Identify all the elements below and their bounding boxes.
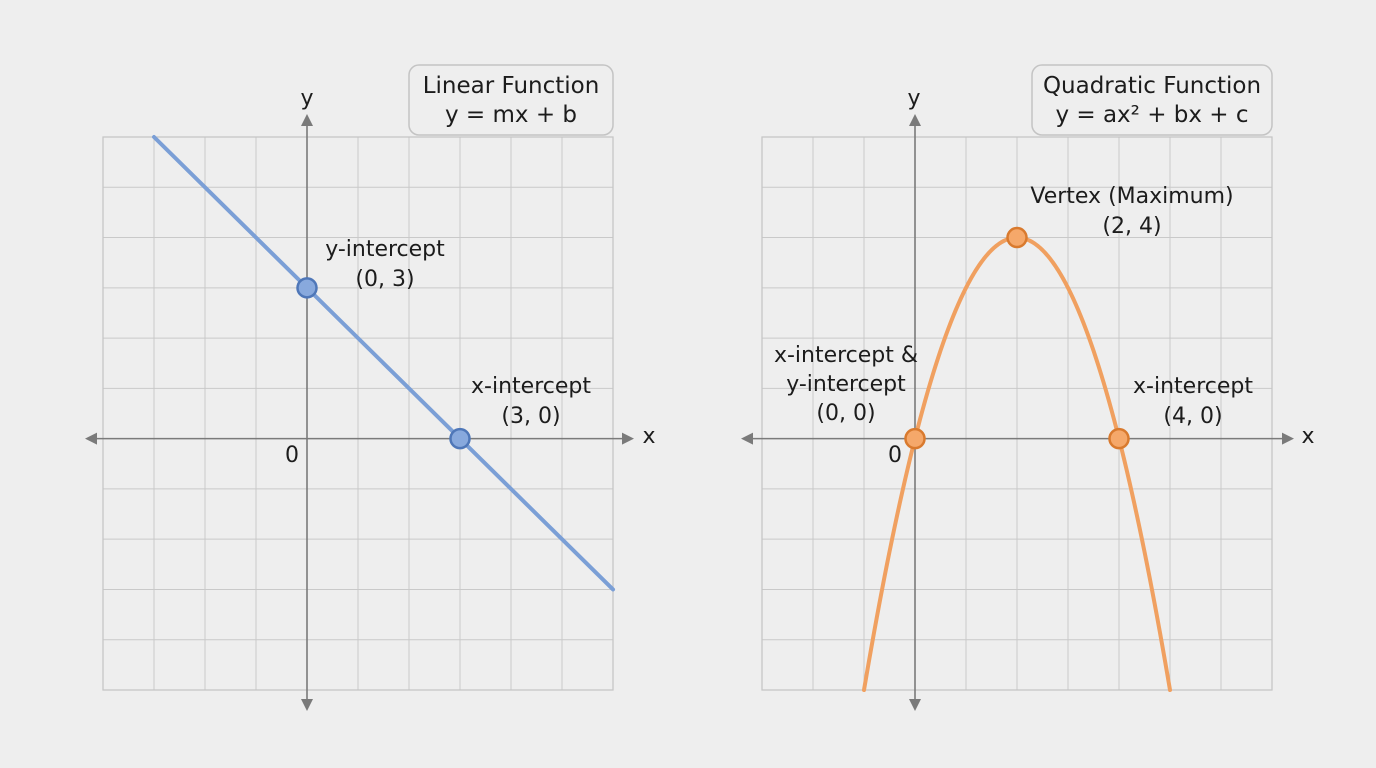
quadratic-x-axis-arrow-left — [741, 432, 753, 445]
linear-y-axis-arrow-up — [301, 114, 313, 126]
linear-y-axis-arrow-down — [301, 699, 313, 711]
linear-y-axis-label: y — [300, 86, 313, 111]
quadratic-origin-label: 0 — [888, 443, 902, 468]
quadratic-y-axis-arrow-up — [909, 114, 921, 126]
linear-plot-frame — [102, 136, 614, 691]
quadratic-x-intercept-coord: (4, 0) — [1163, 404, 1222, 429]
linear-x-axis-arrow-left — [85, 432, 97, 445]
quadratic-point-1 — [904, 427, 926, 450]
quadratic-plot-frame — [761, 136, 1273, 691]
linear-axes — [85, 114, 634, 711]
linear-equation: y = mx + b — [445, 102, 577, 128]
quadratic-origin-intercept-coord: (0, 0) — [816, 401, 875, 426]
linear-series-line — [152, 135, 615, 592]
quadratic-point-0 — [1006, 226, 1028, 249]
linear-x-axis-arrow-right — [622, 432, 634, 445]
quadratic-function-chart: Quadratic Function y = ax² + bx + c y x … — [741, 64, 1315, 711]
linear-x-intercept-label: x-intercept — [471, 374, 591, 399]
quadratic-vertex-coord: (2, 4) — [1102, 214, 1161, 239]
linear-title-box — [408, 64, 614, 136]
quadratic-origin-intercept-label: x-intercept & — [774, 343, 918, 368]
quadratic-y-axis-label: y — [907, 86, 920, 111]
quadratic-x-intercept-label: x-intercept — [1133, 374, 1253, 399]
linear-origin-label: 0 — [285, 443, 299, 468]
quadratic-vertex-label: Vertex (Maximum) — [1030, 184, 1233, 209]
quadratic-origin-intercept-label-2: y-intercept — [786, 372, 906, 397]
quadratic-title: Quadratic Function — [1043, 73, 1261, 99]
linear-point-1 — [449, 427, 471, 450]
quadratic-y-axis-arrow-down — [909, 699, 921, 711]
linear-y-intercept-coord: (0, 3) — [355, 267, 414, 292]
linear-x-axis-label: x — [642, 424, 655, 449]
quadratic-axes — [741, 114, 1294, 711]
linear-grid — [102, 136, 614, 691]
linear-point-0 — [296, 277, 318, 299]
linear-x-intercept-coord: (3, 0) — [501, 404, 560, 429]
quadratic-x-axis-label: x — [1301, 424, 1314, 449]
linear-y-intercept-label: y-intercept — [325, 237, 445, 262]
linear-function-chart: Linear Function y = mx + b y x 0 y-inter… — [85, 64, 656, 711]
quadratic-equation: y = ax² + bx + c — [1055, 102, 1248, 128]
quadratic-x-axis-arrow-right — [1282, 432, 1294, 445]
quadratic-title-box — [1031, 64, 1273, 136]
quadratic-grid — [761, 136, 1273, 691]
linear-title: Linear Function — [423, 73, 600, 99]
linear-plot — [152, 135, 615, 592]
quadratic-plot — [862, 226, 1172, 692]
quadratic-point-2 — [1108, 427, 1130, 450]
